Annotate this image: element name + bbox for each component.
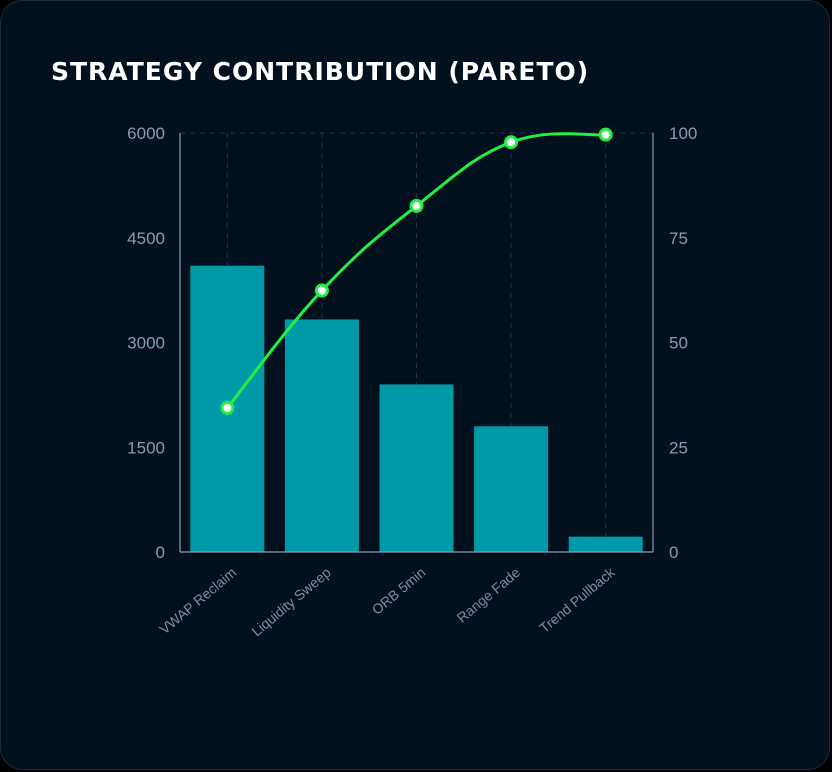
y-right-tick-label: 0 — [669, 543, 678, 562]
bar — [568, 536, 643, 552]
cumulative-point — [220, 400, 235, 415]
x-tick-label: Range Fade — [454, 564, 523, 626]
y-left-tick-label: 0 — [156, 543, 165, 562]
y-right-tick-label: 75 — [669, 229, 688, 248]
cumulative-point — [504, 135, 519, 150]
cumulative-point — [598, 127, 613, 142]
bar — [379, 384, 454, 552]
cumulative-line — [226, 132, 606, 409]
y-right-tick-label: 100 — [669, 124, 697, 143]
y-left-tick-label: 6000 — [127, 124, 165, 143]
chart-title: STRATEGY CONTRIBUTION (PARETO) — [51, 57, 590, 86]
cumulative-point — [314, 283, 329, 298]
x-tick-label: VWAP Reclaim — [156, 564, 239, 637]
bar — [474, 426, 549, 552]
x-tick-label: ORB 5min — [369, 564, 429, 618]
y-left-tick-label: 1500 — [127, 438, 165, 457]
y-left-tick-label: 3000 — [127, 334, 165, 353]
cumulative-point — [409, 198, 424, 213]
x-tick-label: Liquidity Sweep — [248, 564, 334, 639]
y-left-tick-label: 4500 — [127, 229, 165, 248]
y-right-tick-label: 50 — [669, 334, 688, 353]
x-tick-label: Trend Pullback — [536, 563, 618, 636]
y-right-tick-label: 25 — [669, 438, 688, 457]
bar — [284, 319, 359, 552]
